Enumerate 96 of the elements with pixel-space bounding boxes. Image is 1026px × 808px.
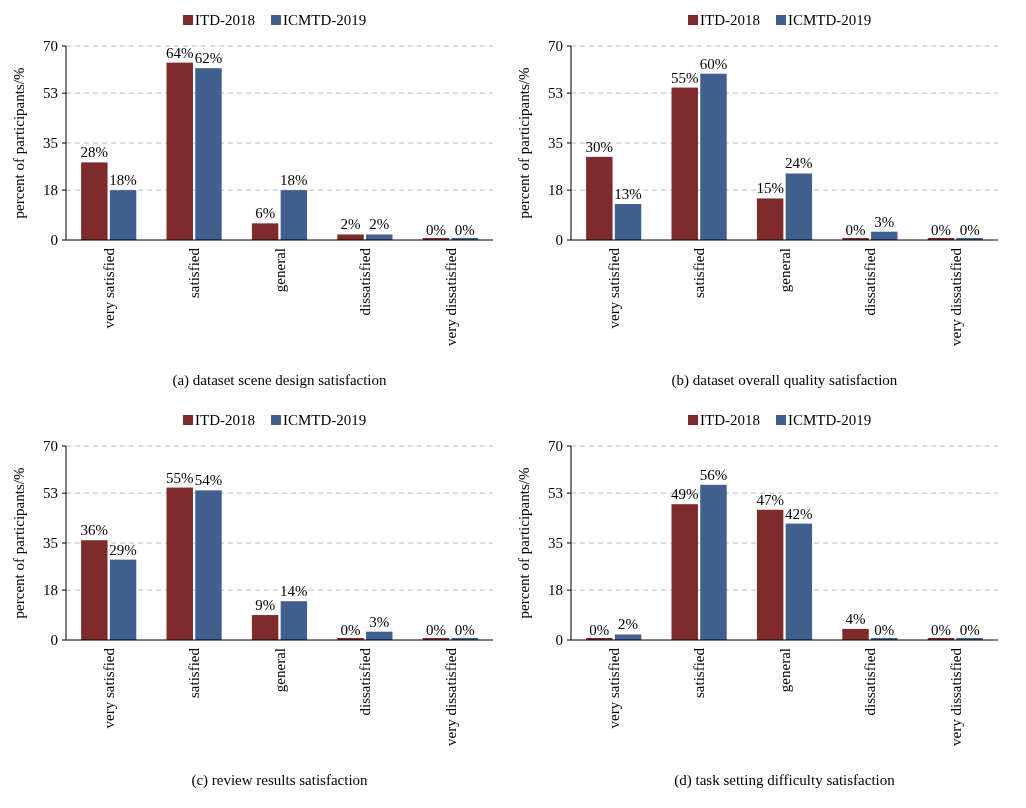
data-label: 0%: [340, 622, 361, 638]
data-label: 56%: [699, 466, 728, 483]
x-tick-label: general: [271, 648, 288, 693]
y-tick-label: 0: [50, 632, 58, 649]
y-tick-label: 53: [43, 485, 58, 502]
legend-label: ICMTD-2019: [788, 12, 872, 29]
x-tick-label: general: [776, 648, 793, 693]
data-label: 15%: [756, 180, 784, 197]
x-tick-label: satisfied: [691, 647, 708, 698]
data-label: 36%: [80, 522, 109, 539]
data-label: 64%: [165, 44, 194, 61]
x-tick-label: very dissatisfied: [947, 247, 964, 346]
x-tick-label: satisfied: [186, 247, 203, 298]
text: (d) task setting difficulty satisfaction: [674, 772, 896, 789]
data-label: 55%: [165, 469, 194, 486]
y-axis-title: percent of participants/%: [516, 467, 532, 619]
y-tick-label: 18: [548, 582, 563, 599]
x-tick-label: dissatisfied: [862, 647, 879, 716]
y-tick-label: 70: [43, 38, 58, 55]
legend-label: ITD-2018: [195, 412, 255, 429]
data-label: 0%: [959, 622, 980, 638]
data-label: 29%: [109, 541, 137, 558]
x-tick-label: dissatisfied: [357, 247, 374, 316]
y-axis-title: percent of participants/%: [11, 467, 27, 619]
y-tick-label: 0: [555, 632, 563, 649]
y-tick-label: 70: [548, 38, 563, 55]
y-axis-title: percent of participants/%: [11, 67, 27, 219]
data-label: 62%: [194, 50, 223, 67]
x-tick-label: very satisfied: [605, 647, 622, 729]
legend-label: ICMTD-2019: [283, 12, 367, 29]
y-tick-label: 18: [43, 182, 58, 199]
data-label: 18%: [280, 172, 308, 189]
data-label: 3%: [874, 213, 895, 230]
y-tick-label: 35: [548, 135, 563, 152]
x-tick-label: very dissatisfied: [442, 247, 459, 346]
y-tick-label: 53: [548, 85, 563, 102]
data-label: 30%: [585, 138, 614, 155]
data-label: 9%: [255, 597, 276, 614]
text: (b) dataset overall quality satisfaction: [671, 372, 898, 389]
data-label: 2%: [618, 616, 639, 633]
data-label: 0%: [959, 222, 980, 238]
y-tick-label: 35: [43, 135, 58, 152]
data-label: 6%: [255, 205, 276, 222]
legend-label: ICMTD-2019: [283, 412, 367, 429]
text: (a) dataset scene design satisfaction: [172, 372, 388, 389]
x-tick-label: very satisfied: [100, 647, 117, 729]
y-tick-label: 35: [43, 535, 58, 552]
y-tick-label: 35: [548, 535, 563, 552]
data-label: 0%: [454, 222, 475, 238]
data-label: 2%: [369, 216, 390, 233]
data-label: 49%: [670, 486, 699, 503]
y-tick-label: 0: [555, 232, 563, 249]
y-axis-title: percent of participants/%: [516, 67, 532, 219]
y-tick-label: 70: [43, 438, 58, 455]
data-label: 13%: [614, 185, 642, 202]
data-label: 3%: [369, 613, 390, 630]
y-tick-label: 70: [548, 438, 563, 455]
legend-label: ITD-2018: [195, 12, 255, 29]
data-label: 2%: [340, 216, 361, 233]
x-tick-label: satisfied: [186, 647, 203, 698]
legend-label: ICMTD-2019: [788, 412, 872, 429]
legend-label: ITD-2018: [700, 412, 760, 429]
y-tick-label: 53: [548, 485, 563, 502]
data-label: 0%: [589, 622, 610, 638]
x-tick-label: general: [271, 248, 288, 293]
data-label: 14%: [280, 583, 308, 600]
x-tick-label: very dissatisfied: [442, 647, 459, 746]
x-tick-label: dissatisfied: [357, 647, 374, 716]
x-tick-label: very satisfied: [100, 247, 117, 329]
data-label: 0%: [930, 622, 951, 638]
x-tick-label: very dissatisfied: [947, 647, 964, 746]
data-label: 0%: [425, 622, 446, 638]
data-label: 24%: [785, 155, 813, 172]
data-label: 0%: [845, 222, 866, 238]
text: (c) review results satisfaction: [191, 772, 369, 789]
data-label: 60%: [699, 55, 728, 72]
data-label: 0%: [874, 622, 895, 638]
x-tick-label: dissatisfied: [862, 247, 879, 316]
data-label: 18%: [109, 172, 137, 189]
x-tick-label: general: [776, 248, 793, 293]
data-label: 0%: [425, 222, 446, 238]
legend-label: ITD-2018: [700, 12, 760, 29]
y-tick-label: 0: [50, 232, 58, 249]
data-label: 47%: [756, 491, 784, 508]
data-label: 42%: [785, 505, 813, 522]
y-tick-label: 18: [43, 582, 58, 599]
data-label: 0%: [454, 622, 475, 638]
data-label: 0%: [930, 222, 951, 238]
y-tick-label: 53: [43, 85, 58, 102]
y-tick-label: 18: [548, 182, 563, 199]
data-label: 4%: [845, 610, 866, 627]
x-tick-label: satisfied: [691, 247, 708, 298]
data-label: 54%: [194, 472, 223, 489]
data-label: 55%: [670, 69, 699, 86]
x-tick-label: very satisfied: [605, 247, 622, 329]
data-label: 28%: [80, 144, 109, 161]
